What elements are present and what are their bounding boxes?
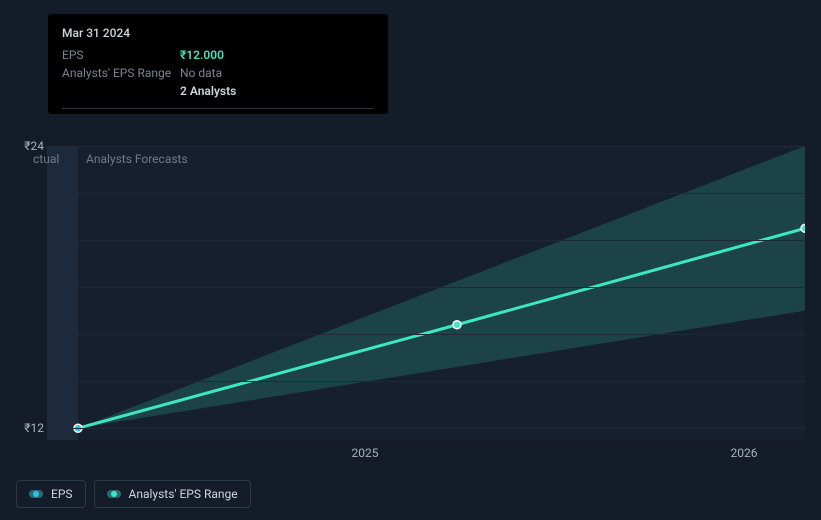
tooltip-val-1: No data	[180, 64, 222, 82]
tooltip-key-1: Analysts' EPS Range	[62, 64, 180, 82]
legend-swatch-eps	[29, 490, 43, 498]
y-tick: ₹24	[24, 139, 44, 153]
legend-label-range: Analysts' EPS Range	[129, 487, 238, 501]
legend: EPS Analysts' EPS Range	[16, 480, 251, 508]
tooltip-key-2	[62, 82, 180, 100]
tooltip-val-2: 2 Analysts	[180, 82, 236, 100]
legend-label-eps: EPS	[51, 487, 73, 501]
tooltip-date: Mar 31 2024	[62, 26, 374, 40]
x-tick: 2026	[731, 446, 758, 460]
x-tick: 2025	[352, 446, 379, 460]
legend-item-eps[interactable]: EPS	[16, 480, 86, 508]
tooltip: Mar 31 2024 EPS ₹12.000 Analysts' EPS Ra…	[48, 14, 388, 114]
y-tick: ₹12	[24, 421, 44, 435]
tooltip-val-0: ₹12.000	[180, 46, 224, 64]
legend-swatch-range	[107, 490, 121, 498]
chart-plot[interactable]: ctual Analysts Forecasts ₹24₹1220252026	[47, 146, 805, 440]
legend-item-range[interactable]: Analysts' EPS Range	[94, 480, 251, 508]
chart-svg	[47, 146, 805, 440]
tooltip-divider	[62, 108, 374, 109]
tooltip-key-0: EPS	[62, 46, 180, 64]
